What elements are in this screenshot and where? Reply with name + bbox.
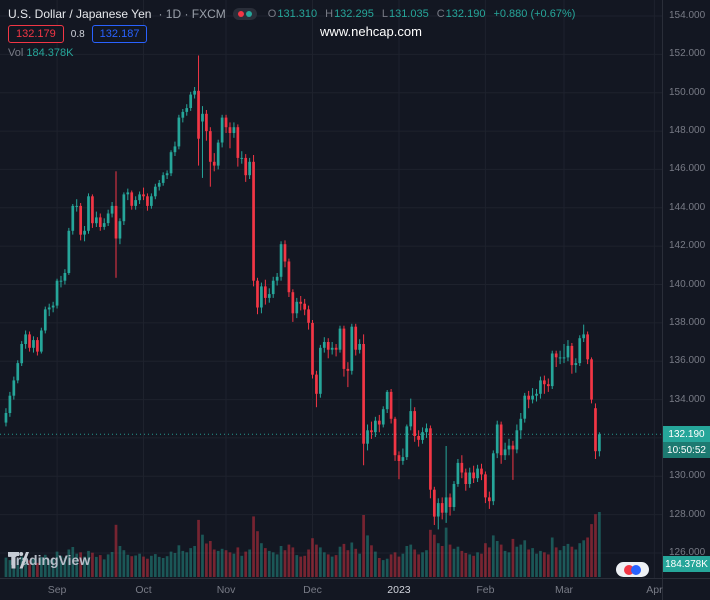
price-axis-label: 130.000 [669,470,706,482]
price-axis-label: 140.000 [669,278,706,290]
volume-value: 184.378K [26,47,74,59]
time-axis-label: Oct [135,584,152,596]
broker-icon[interactable] [616,562,649,577]
time-axis-label: Feb [476,584,495,596]
close-value: 132.190 [445,8,486,20]
price-axis-label: 142.000 [669,240,706,252]
price-axis-label: 144.000 [669,201,706,213]
volume-label: Vol [8,47,24,59]
buy-button[interactable]: 132.187 [91,25,148,43]
price-axis[interactable]: 154.000 152.000 150.000 148.000 146.000 144.0… [662,0,710,600]
high-label: H [325,8,334,20]
time-axis-label: Sep [47,584,67,596]
time-axis-label: Apr [646,584,663,596]
spread-value: 0.8 [70,28,85,40]
broker-blue-circle-icon [631,564,641,575]
volume-legend: Vol 184.378K [8,47,73,59]
symbol-meta[interactable]: · 1D · FXCM [158,7,226,21]
price-axis-label: 126.000 [669,547,706,558]
time-axis-label: 2023 [387,584,411,596]
change-value: +0.880 (+0.67%) [493,8,576,20]
ohlc-values: O 131.310 H 132.295 L 131.035 C 132.190 +0.8… [268,8,576,20]
chart-legend: U.S. Dollar / Japanese Yen · 1D · FXCM O… [8,7,575,21]
open-label: O [267,8,277,20]
low-label: L [381,8,388,20]
price-axis-label: 152.000 [669,48,706,60]
time-axis-label: Nov [216,584,236,596]
price-axis-label: 134.000 [669,393,706,405]
price-axis-label: 154.000 [669,10,706,21]
volume-axis-label: 184.378K [663,556,710,572]
symbol-title[interactable]: U.S. Dollar / Japanese Yen [8,7,152,21]
quote-buttons: 132.179 0.8 132.187 [8,25,148,43]
tradingview-logo[interactable]: TradingView [8,552,91,569]
time-axis-label: Mar [554,584,574,596]
close-label: C [436,8,445,20]
time-axis[interactable]: Sep Oct Nov Dec 2023 Feb Mar Apr [0,578,710,600]
price-axis-label: 128.000 [669,508,706,520]
buy-dot-icon [245,11,252,17]
sell-dot-icon [237,11,244,17]
broker-red-circle-icon [624,564,634,575]
low-value: 131.035 [388,8,429,20]
price-axis-label: 146.000 [669,163,706,175]
high-value: 132.295 [334,8,374,20]
price-axis-label: 136.000 [669,355,706,367]
bar-countdown-label: 10:50:52 [663,442,710,459]
tradingview-logo-icon [8,552,29,569]
price-axis-label: 150.000 [669,86,706,98]
quotes-toggle-icon[interactable] [232,8,257,20]
watermark: www.nehcap.com [320,24,422,39]
open-value: 131.310 [277,8,318,20]
tradingview-logo-text: TradingView [8,552,91,568]
price-axis-label: 138.000 [669,316,706,328]
sell-button[interactable]: 132.179 [8,25,64,43]
time-axis-label: Dec [303,584,322,596]
current-price-label: 132.190 [663,426,710,443]
price-axis-label: 148.000 [669,125,706,137]
